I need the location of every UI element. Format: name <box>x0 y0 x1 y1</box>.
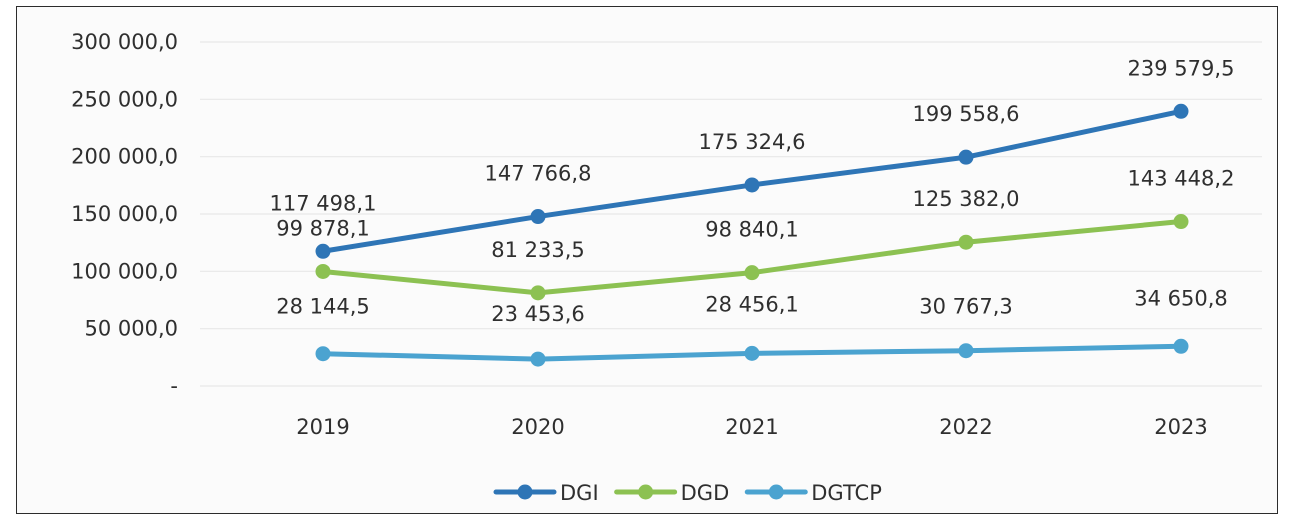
data-label: 81 233,5 <box>491 238 585 262</box>
legend-label: DGD <box>681 481 730 505</box>
data-label: 147 766,8 <box>485 162 592 186</box>
data-point-dgi <box>744 177 760 193</box>
gridlines <box>200 41 1262 387</box>
data-point-dgd <box>530 285 546 301</box>
series-lines <box>315 103 1189 367</box>
data-labels: 117 498,1 147 766,8 175 324,6 199 558,6 239 … <box>270 56 1235 326</box>
y-tick-label: 250 000,0 <box>71 87 178 111</box>
data-label: 28 456,1 <box>705 292 799 316</box>
data-point-dgd <box>744 265 760 281</box>
legend-marker <box>517 484 533 500</box>
data-label: 125 382,0 <box>913 187 1020 211</box>
data-point-dgi <box>530 209 546 225</box>
data-point-dgtcp <box>958 343 974 359</box>
data-label: 239 579,5 <box>1128 56 1235 80</box>
data-label: 30 767,3 <box>919 295 1013 319</box>
data-label: 175 324,6 <box>699 130 806 154</box>
data-point-dgd <box>1173 214 1189 230</box>
data-label: 23 453,6 <box>491 302 585 326</box>
data-label: 99 878,1 <box>276 216 370 240</box>
x-tick-label: 2021 <box>725 415 778 439</box>
legend: DGI DGD DGTCP <box>493 481 882 505</box>
chart-frame <box>16 6 1278 514</box>
data-point-dgi <box>1173 103 1189 119</box>
data-label: 143 448,2 <box>1128 167 1235 191</box>
legend-marker <box>638 484 654 500</box>
x-tick-label: 2023 <box>1154 415 1207 439</box>
legend-label: DGI <box>560 481 599 505</box>
data-label: 28 144,5 <box>276 295 370 319</box>
y-tick-label: 50 000,0 <box>84 317 178 341</box>
data-label: 34 650,8 <box>1134 286 1228 310</box>
data-label: 199 558,6 <box>913 102 1020 126</box>
y-tick-label: 150 000,0 <box>71 202 178 226</box>
y-tick-label: 300 000,0 <box>71 30 178 54</box>
y-tick-label: - <box>170 374 178 398</box>
x-tick-label: 2019 <box>296 415 349 439</box>
y-tick-label: 100 000,0 <box>71 259 178 283</box>
data-point-dgtcp <box>744 345 760 361</box>
data-point-dgtcp <box>530 351 546 367</box>
data-point-dgi <box>958 149 974 165</box>
y-tick-label: 200 000,0 <box>71 145 178 169</box>
y-axis: - 50 000,0 100 000,0 150 000,0 200 000,0 250 … <box>71 30 178 398</box>
data-point-dgtcp <box>315 346 331 362</box>
x-tick-label: 2020 <box>511 415 564 439</box>
data-label: 98 840,1 <box>705 218 799 242</box>
data-point-dgd <box>958 234 974 250</box>
data-point-dgd <box>315 263 331 279</box>
data-label: 117 498,1 <box>270 191 377 215</box>
legend-marker <box>768 484 784 500</box>
legend-label: DGTCP <box>811 481 882 505</box>
x-tick-label: 2022 <box>939 415 992 439</box>
x-axis: 2019 2020 2021 2022 2023 <box>296 415 1207 439</box>
data-point-dgi <box>315 243 331 259</box>
data-point-dgtcp <box>1173 338 1189 354</box>
